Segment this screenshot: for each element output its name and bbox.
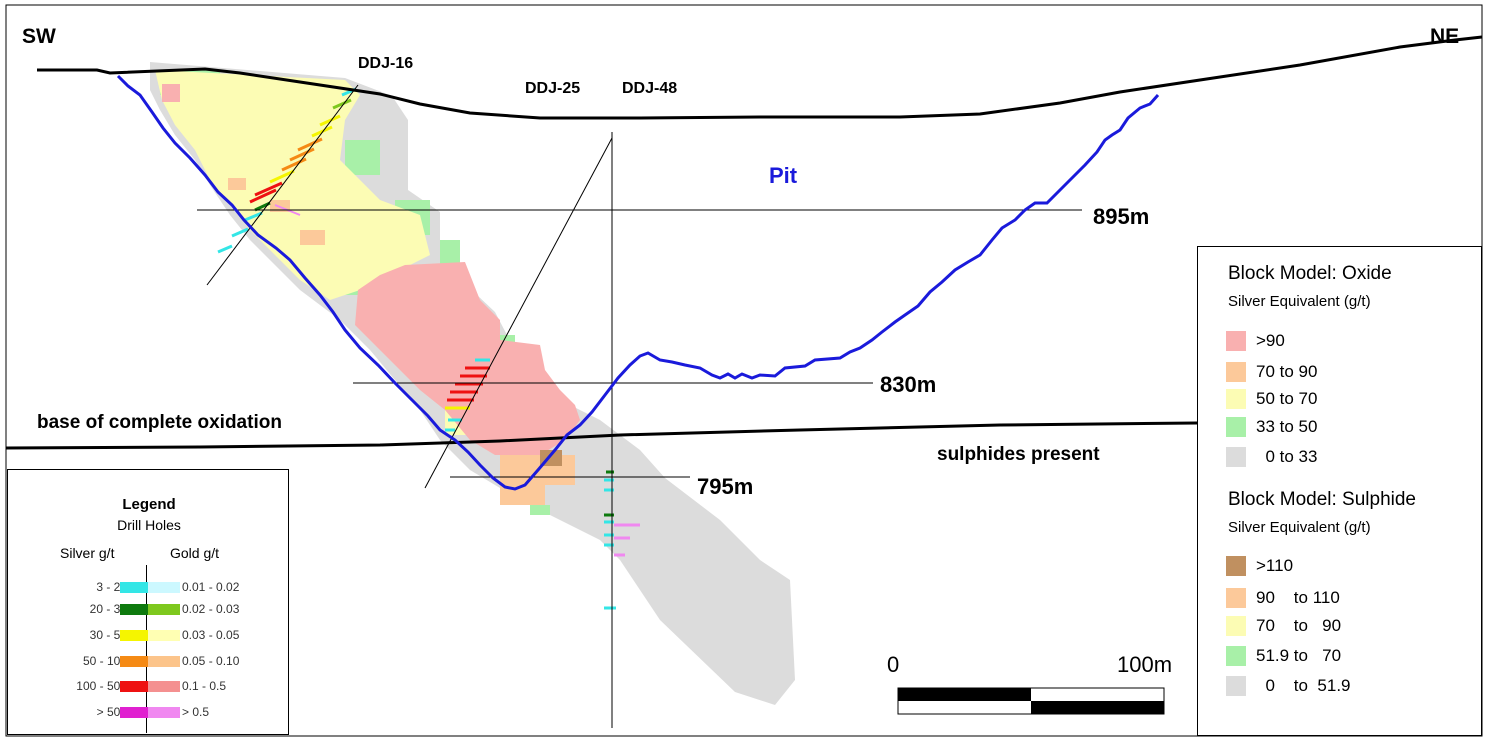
gold-swatch [148, 604, 180, 615]
silver-range-label: 20 - 30 [89, 602, 127, 616]
sulphide-legend-item: 90 to 110 [1226, 587, 1340, 609]
drill-trace-ddj25 [424, 137, 613, 489]
silver-range-label: 30 - 50 [89, 628, 127, 642]
ne-label: NE [1430, 25, 1459, 48]
oxide-swatch [1226, 389, 1246, 409]
sulphide-legend-item: 0 to 51.9 [1226, 675, 1351, 697]
oxide-label: 0 to 33 [1256, 447, 1318, 466]
sulphide-swatch [1226, 676, 1246, 696]
drill-legend-row: 3 - 20 0.01 - 0.02 [8, 578, 290, 596]
oxide-legend-item: 50 to 70 [1226, 388, 1317, 410]
drill-legend-row: 100 - 500 0.1 - 0.5 [8, 677, 290, 695]
oxide-swatch [1226, 417, 1246, 437]
silver-swatch [120, 681, 150, 692]
gold-range-label: > 0.5 [182, 705, 210, 719]
gold-header: Gold g/t [170, 545, 220, 561]
scale-bar: 0 100m [887, 652, 1172, 715]
boc-line [5, 420, 1483, 450]
drill-intervals-ddj25 [445, 358, 490, 432]
sulphide-legend-title: Block Model: Sulphide [1228, 489, 1416, 510]
oxide-swatch [1226, 331, 1246, 351]
oxide-label: >90 [1256, 331, 1285, 350]
sulphide-label: >110 [1256, 556, 1294, 575]
sw-label: SW [22, 25, 56, 48]
drill-legend-row: 50 - 100 0.05 - 0.10 [8, 652, 290, 670]
sulphide-swatch [1226, 588, 1246, 608]
silver-range-label: 3 - 20 [96, 580, 127, 594]
topography-line [37, 35, 1483, 120]
sulphide-legend-item: 70 to 90 [1226, 615, 1341, 637]
block-model-pink [162, 84, 580, 455]
level-label-795: 795m [697, 474, 753, 499]
drill-trace-ddj16 [206, 84, 359, 286]
gold-range-label: 0.02 - 0.03 [182, 602, 240, 616]
oxide-label: 50 to 70 [1256, 389, 1318, 408]
sulphide-label: 90 to 110 [1256, 588, 1340, 607]
gold-swatch [148, 707, 180, 718]
gold-swatch [148, 656, 180, 667]
pit-label: Pit [769, 163, 798, 188]
drill-legend-title: Legend [122, 496, 176, 513]
gold-swatch [148, 630, 180, 641]
sulphide-legend-subtitle: Silver Equivalent (g/t) [1228, 519, 1371, 536]
oxide-label: 33 to 50 [1256, 417, 1318, 436]
sulphide-label: 51.9 to 70 [1256, 646, 1342, 665]
drill-legend-row: 20 - 30 0.02 - 0.03 [8, 600, 290, 618]
silver-swatch [120, 630, 150, 641]
hole-label-ddj25: DDJ-25 [525, 80, 580, 97]
oxide-swatch [1226, 362, 1246, 382]
sulphide-legend-item: >110 [1226, 555, 1293, 577]
pit-outline [116, 74, 1160, 491]
silver-swatch [120, 707, 150, 718]
silver-swatch [120, 604, 150, 615]
oxide-legend-item: >90 [1226, 330, 1285, 352]
hole-label-ddj16: DDJ-16 [358, 55, 413, 72]
silver-swatch [120, 656, 150, 667]
silver-header: Silver g/t [60, 545, 115, 561]
block-model-legend: Block Model: Oxide Silver Equivalent (g/… [1197, 246, 1482, 736]
silver-range-label: 50 - 100 [82, 654, 127, 668]
hole-label-ddj48: DDJ-48 [622, 80, 677, 97]
oxide-legend-subtitle: Silver Equivalent (g/t) [1228, 293, 1371, 310]
silver-swatch [120, 582, 150, 593]
scale-end-label: 100m [1117, 652, 1172, 677]
legend-divider [146, 565, 147, 733]
oxide-label: 70 to 90 [1256, 362, 1318, 381]
diagram-border [5, 4, 1483, 737]
sulphide-swatch [1226, 616, 1246, 636]
level-label-895: 895m [1093, 204, 1149, 229]
boc-label: base of complete oxidation [37, 412, 282, 433]
gold-swatch [148, 681, 180, 692]
drill-legend-row: > 500 > 0.5 [8, 703, 290, 721]
sulphide-swatch [1226, 556, 1246, 576]
oxide-legend-item: 0 to 33 [1226, 446, 1317, 468]
oxide-legend-item: 33 to 50 [1226, 416, 1317, 438]
sulphide-swatch [1226, 646, 1246, 666]
sulphides-label: sulphides present [937, 444, 1100, 465]
sulphide-label: 0 to 51.9 [1256, 676, 1351, 695]
gold-swatch [148, 582, 180, 593]
silver-range-label: 100 - 500 [76, 679, 127, 693]
silver-range-label: > 500 [96, 705, 127, 719]
drill-legend-subtitle: Drill Holes [117, 517, 181, 533]
drill-legend: Legend Drill Holes Silver g/t Gold g/t 3… [7, 469, 289, 735]
gold-range-label: 0.03 - 0.05 [182, 628, 240, 642]
gold-range-label: 0.1 - 0.5 [182, 679, 227, 693]
gold-range-label: 0.01 - 0.02 [182, 580, 240, 594]
oxide-swatch [1226, 447, 1246, 467]
drill-legend-row: 30 - 50 0.03 - 0.05 [8, 626, 290, 644]
oxide-legend-title: Block Model: Oxide [1228, 263, 1392, 284]
sulphide-label: 70 to 90 [1256, 616, 1342, 635]
oxide-legend-item: 70 to 90 [1226, 361, 1317, 383]
sulphide-legend-item: 51.9 to 70 [1226, 645, 1341, 667]
drill-traces [206, 84, 613, 728]
level-label-830: 830m [880, 372, 936, 397]
scale-zero-label: 0 [887, 652, 899, 677]
gold-range-label: 0.05 - 0.10 [182, 654, 240, 668]
